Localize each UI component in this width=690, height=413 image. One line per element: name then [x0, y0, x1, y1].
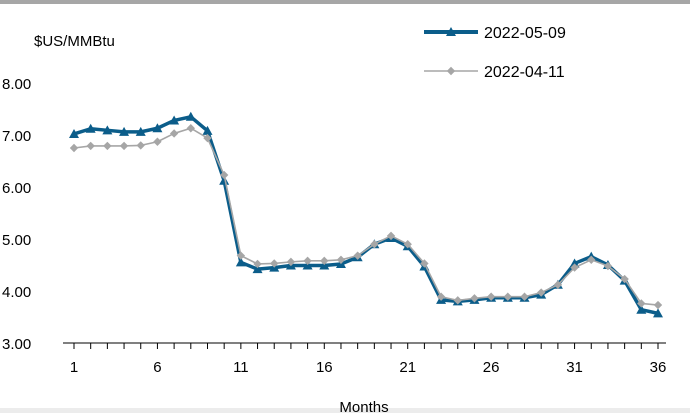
x-tick-label: 16: [316, 359, 333, 376]
data-point: [503, 292, 513, 301]
data-point: [85, 123, 96, 133]
data-point: [270, 259, 279, 268]
legend-item-1: 2022-05-09: [424, 25, 566, 42]
data-point: [553, 280, 563, 289]
y-tick-label: 5.00: [2, 232, 31, 249]
x-tick-labels: 1 6 11 16 21 26 31 36: [70, 359, 667, 376]
data-point: [637, 299, 646, 308]
legend-label-2: 2022-04-11: [484, 64, 565, 81]
data-point: [69, 143, 79, 153]
data-point: [119, 141, 129, 151]
data-point: [653, 300, 663, 310]
data-point: [636, 304, 647, 314]
data-point: [236, 251, 246, 260]
data-point: [520, 292, 529, 301]
x-tick-label: 6: [153, 359, 161, 376]
data-point: [420, 259, 429, 268]
top-border: [0, 0, 690, 4]
y-axis-label: $US/MMBtu: [34, 33, 115, 50]
x-tick-label: 31: [566, 359, 583, 376]
series-line-1: [73, 115, 659, 316]
x-tick-label: 1: [70, 359, 78, 376]
data-point: [253, 259, 262, 269]
data-point: [336, 255, 346, 264]
data-point: [86, 141, 95, 151]
legend-marker-1: [446, 27, 456, 36]
data-point: [235, 257, 246, 267]
data-point: [219, 170, 229, 180]
legend-item-2: 2022-04-11: [424, 64, 565, 81]
data-point: [320, 256, 329, 266]
data-point: [603, 261, 613, 271]
legend: 2022-05-09 2022-04-11: [424, 25, 566, 81]
axes: [63, 342, 666, 349]
data-point: [353, 251, 362, 260]
series-line-2: [73, 127, 659, 306]
y-tick-label: 4.00: [2, 284, 31, 301]
data-point: [135, 126, 146, 136]
x-tick-label: 21: [399, 359, 416, 376]
x-tick-label: 26: [483, 359, 500, 376]
data-point: [386, 231, 396, 241]
data-point: [569, 258, 580, 268]
data-point: [470, 294, 479, 303]
data-point: [119, 126, 130, 136]
data-point: [537, 288, 546, 297]
data-point: [103, 141, 112, 151]
data-point: [620, 274, 629, 284]
y-tick-label: 3.00: [2, 336, 31, 353]
x-tick-label: 36: [650, 359, 667, 376]
data-point: [185, 111, 196, 121]
data-point: [286, 257, 296, 267]
y-tick-labels: 3.00 4.00 5.00 6.00 7.00 8.00: [2, 76, 31, 353]
data-point: [436, 292, 446, 301]
data-point: [136, 141, 145, 150]
data-point: [169, 129, 179, 138]
data-point: [486, 292, 496, 301]
data-point: [653, 308, 663, 318]
data-point: [169, 115, 180, 125]
data-point: [403, 240, 412, 249]
data-point: [219, 175, 230, 185]
data-point: [303, 256, 312, 266]
data-point: [152, 123, 163, 133]
data-point: [370, 240, 379, 249]
y-tick-label: 8.00: [2, 76, 31, 93]
data-point: [570, 263, 579, 272]
data-point: [587, 255, 596, 264]
x-tick-label: 11: [233, 359, 249, 376]
y-tick-label: 6.00: [2, 180, 31, 197]
bottom-border: [0, 408, 690, 413]
data-point: [203, 133, 212, 143]
data-point: [102, 125, 113, 135]
series-layer: [69, 111, 663, 318]
y-tick-label: 7.00: [2, 128, 31, 145]
legend-marker-2: [446, 66, 456, 76]
data-point: [186, 124, 195, 133]
data-point: [252, 264, 263, 274]
data-point: [153, 137, 162, 146]
legend-label-1: 2022-05-09: [484, 25, 566, 42]
x-axis-label: Months: [339, 399, 388, 413]
series-2: [69, 124, 663, 310]
data-point: [202, 125, 213, 135]
data-point: [453, 296, 462, 305]
data-point: [69, 128, 79, 138]
